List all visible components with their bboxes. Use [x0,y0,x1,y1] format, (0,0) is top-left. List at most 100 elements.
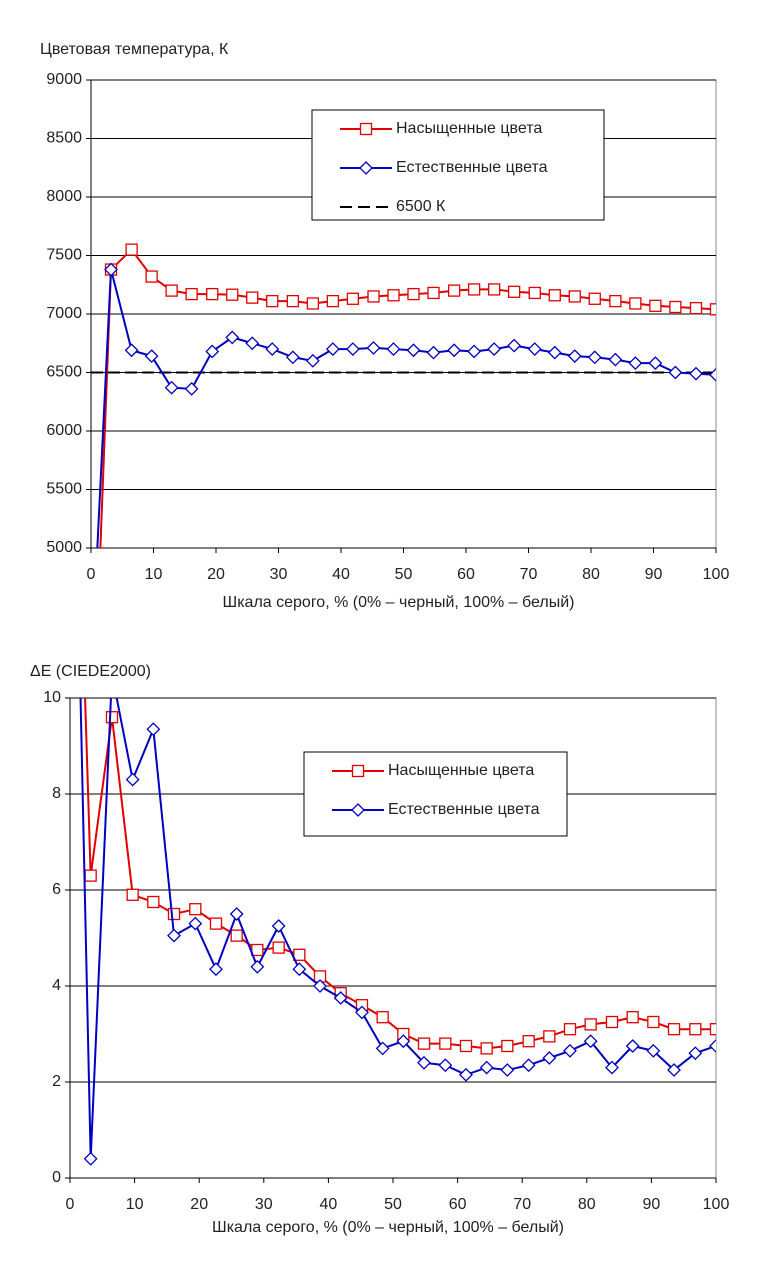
marker [605,1015,619,1029]
marker [333,991,348,1005]
x-tick-label: 70 [513,1196,531,1213]
plot [65,213,716,1166]
x-tick-label: 80 [582,566,600,583]
y-tick-label: 5500 [46,481,82,498]
x-tick-label: 0 [66,1196,75,1213]
marker [543,1030,556,1043]
x-tick-label: 70 [520,566,538,583]
marker [305,353,320,368]
marker [646,1043,661,1058]
marker [325,342,340,357]
marker [628,356,643,371]
marker [144,349,159,364]
x-tick-label: 90 [643,1196,661,1213]
x-tick-label: 30 [255,1196,273,1213]
marker [165,284,178,297]
marker [147,895,160,909]
marker [467,283,481,296]
x-tick-label: 40 [332,566,350,583]
marker [709,303,716,316]
marker [583,1034,598,1049]
marker [669,300,682,314]
marker [522,1035,535,1048]
marker [459,1039,473,1053]
marker [125,772,140,787]
marker [386,342,401,357]
chart-title: Цветовая температура, К [40,41,229,58]
legend-marker [359,122,373,136]
marker [105,711,119,724]
marker [479,1060,494,1075]
marker [272,941,285,954]
marker [625,1039,640,1053]
legend-label: 6500 К [396,198,446,215]
y-tick-label: 7500 [46,247,82,264]
legend-label: Насыщенные цвета [388,762,534,779]
marker [376,1011,389,1024]
marker [417,1055,431,1070]
y-tick-label: 7000 [46,305,82,322]
y-tick-label: 8500 [46,130,82,147]
marker [188,916,203,931]
marker [605,1060,619,1075]
y-tick-label: 8 [52,785,61,802]
marker [528,286,541,300]
plot [91,243,716,548]
x-tick-label: 10 [126,1196,144,1213]
y-tick-label: 6000 [46,422,82,439]
marker [65,213,76,224]
marker [185,287,198,301]
marker [647,1015,660,1029]
x-tick-label: 80 [578,1196,596,1213]
marker [527,342,542,357]
marker [293,948,306,961]
marker [387,289,400,302]
x-tick-label: 30 [270,566,288,583]
marker [225,330,240,345]
marker [487,342,502,357]
marker [246,291,259,304]
marker [487,283,501,296]
marker [689,301,703,315]
x-tick-label: 40 [320,1196,338,1213]
y-tick-label: 10 [43,689,61,706]
marker [688,1046,703,1061]
marker [480,1042,493,1055]
x-tick-label: 100 [703,566,730,583]
marker [427,286,440,300]
marker [608,352,623,367]
x-tick-label: 20 [190,1196,208,1213]
marker [547,345,562,360]
marker [265,342,280,357]
x-tick-label: 10 [145,566,163,583]
marker [426,345,441,360]
x-tick-label: 50 [384,1196,402,1213]
marker [167,928,181,943]
marker [146,722,161,737]
marker [271,919,286,933]
marker [667,1063,681,1077]
marker [587,350,602,365]
x-tick-label: 100 [703,1196,730,1213]
legend-box [303,751,568,837]
marker [292,962,307,977]
marker [626,1011,639,1024]
marker [447,284,461,297]
marker [251,943,264,957]
x-tick-label: 60 [457,566,475,583]
x-tick-label: 60 [449,1196,467,1213]
y-tick-label: 5000 [46,539,82,556]
marker [588,292,601,305]
marker [648,356,663,371]
marker [667,1023,681,1036]
x-tick-label: 90 [645,566,663,583]
legend-marker [351,803,365,817]
marker [417,1037,431,1050]
marker [164,380,179,395]
marker [629,297,642,310]
x-axis-label: Шкала серого, % (0% – черный, 100% – бел… [212,1219,564,1236]
marker [285,350,300,365]
marker [124,343,139,358]
x-tick-label: 0 [87,566,96,583]
